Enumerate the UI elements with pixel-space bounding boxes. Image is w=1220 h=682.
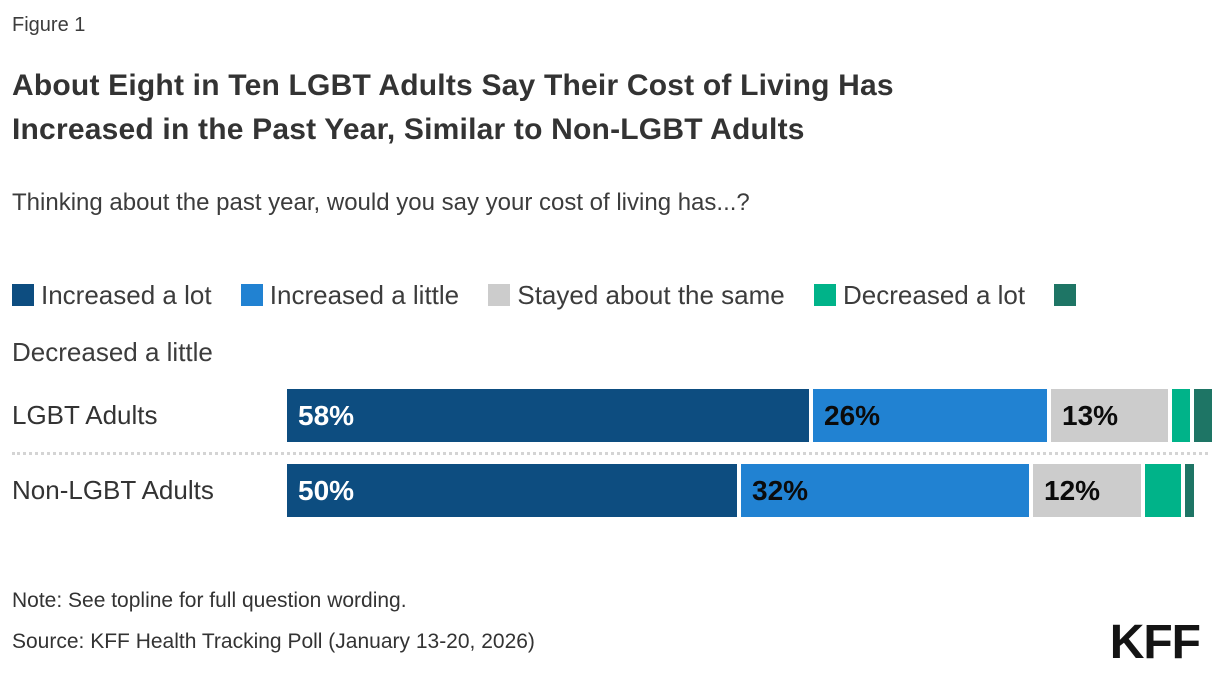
legend-item-label: Increased a little [269, 280, 460, 311]
legend-item: Increased a little [240, 280, 460, 311]
bar-value-label: 12% [1044, 474, 1101, 506]
legend-swatch [488, 284, 511, 307]
bar-value-label: 32% [752, 474, 809, 506]
category-label: LGBT Adults [12, 400, 158, 431]
bar-segment: 12% [1033, 464, 1141, 518]
bar-area: 50% 32% 12% [287, 464, 1194, 518]
legend-item: Decreased a lot [814, 280, 1025, 310]
category-label: Non-LGBT Adults [12, 475, 214, 506]
chart-title: About Eight in Ten LGBT Adults Say Their… [12, 64, 1208, 151]
stacked-bar-chart: LGBT Adults 58% 26% 13% Non-LGBT Adults 50% 32… [12, 389, 1212, 518]
bar-value-label: 58% [298, 399, 355, 431]
kff-logo: KFF [1109, 616, 1201, 669]
figure-label: Figure 1 [12, 14, 86, 36]
legend-item-label: Decreased a lot [843, 280, 1026, 311]
source-text: Source: KFF Health Tracking Poll (Januar… [12, 629, 535, 653]
bar-segment: 58% [287, 389, 809, 443]
chart-row: Non-LGBT Adults 50% 32% 12% [12, 464, 1208, 518]
bar-segment [1145, 464, 1181, 518]
legend-item-label: Decreased a little [12, 337, 213, 368]
bar-segment [1185, 464, 1194, 518]
row-divider [12, 452, 1208, 456]
chart-title-line-1: About Eight in Ten LGBT Adults Say Their… [12, 69, 894, 102]
bar-area: 58% 26% 13% [287, 389, 1212, 443]
chart-legend: Increased a lot Increased a little Staye… [12, 267, 1208, 381]
note-text: Note: See topline for full question word… [12, 589, 407, 613]
legend-swatch [1054, 284, 1077, 307]
bar-segment: 26% [813, 389, 1047, 443]
chart-subtitle: Thinking about the past year, would you … [12, 189, 750, 216]
chart-title-line-2: Increased in the Past Year, Similar to N… [12, 112, 805, 146]
legend-item-label: Stayed about the same [517, 280, 785, 311]
legend-item: Stayed about the same [488, 280, 785, 311]
bar-segment: 50% [287, 464, 737, 518]
bar-segment: 32% [741, 464, 1029, 518]
chart-row: LGBT Adults 58% 26% 13% [12, 389, 1212, 443]
legend-item: Decreased a little [12, 280, 1083, 367]
bar-segment [1172, 389, 1190, 443]
bar-value-label: 26% [824, 399, 881, 431]
bar-value-label: 13% [1062, 399, 1119, 431]
bar-value-label: 50% [298, 474, 355, 506]
bar-segment: 13% [1051, 389, 1168, 443]
legend-swatch [814, 284, 836, 307]
legend-swatch [12, 284, 34, 307]
bar-segment [1194, 389, 1212, 443]
legend-item: Increased a lot [12, 280, 212, 310]
legend-item-label: Increased a lot [41, 280, 212, 311]
legend-swatch [240, 284, 263, 307]
